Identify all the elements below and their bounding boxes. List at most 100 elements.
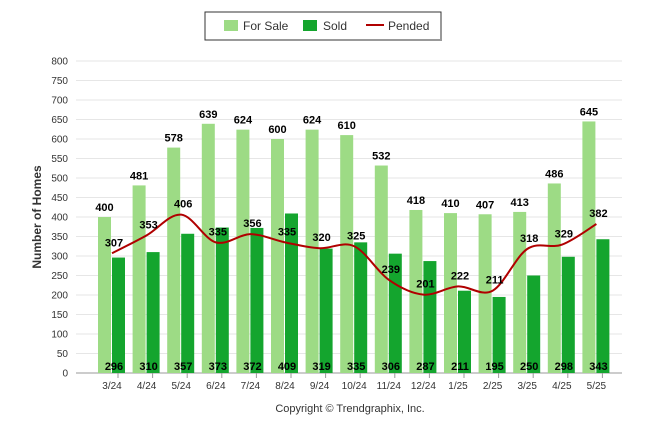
bar-sold	[596, 239, 610, 373]
for-sale-value-label: 645	[580, 106, 598, 118]
bar-for-sale	[547, 183, 561, 373]
y-tick-label: 450	[51, 193, 68, 204]
for-sale-value-label: 481	[130, 170, 148, 182]
y-tick-label: 650	[51, 115, 68, 126]
for-sale-value-label: 639	[199, 109, 217, 121]
legend-label-sold: Sold	[323, 19, 347, 33]
x-tick-label: 5/25	[587, 381, 607, 392]
x-tick-label: 10/24	[342, 381, 367, 392]
bar-sold	[492, 296, 506, 373]
bar-sold	[250, 227, 264, 373]
bar-sold	[423, 261, 437, 373]
bar-for-sale	[201, 123, 215, 373]
x-tick-label: 9/24	[310, 381, 330, 392]
for-sale-value-label: 624	[303, 115, 322, 127]
y-tick-label: 600	[51, 135, 68, 146]
y-tick-label: 100	[51, 330, 68, 341]
y-tick-label: 300	[51, 252, 68, 263]
bar-sold	[319, 248, 333, 373]
legend-swatch-sold	[303, 20, 317, 31]
y-tick-label: 200	[51, 291, 68, 302]
pended-value-label: 211	[486, 275, 504, 287]
sold-value-label: 296	[105, 361, 123, 373]
sold-value-label: 211	[451, 361, 469, 373]
bar-for-sale	[305, 129, 319, 373]
pended-value-label: 353	[139, 219, 157, 231]
x-tick-label: 11/24	[377, 381, 402, 392]
bar-for-sale	[478, 214, 492, 373]
legend-label-pended: Pended	[388, 19, 429, 33]
pended-value-label: 222	[451, 270, 469, 282]
bar-for-sale	[582, 121, 596, 373]
sold-value-label: 195	[485, 361, 503, 373]
bar-for-sale	[409, 209, 423, 373]
x-tick-label: 12/24	[411, 381, 436, 392]
sold-value-label: 306	[382, 361, 400, 373]
x-tick-label: 6/24	[206, 381, 226, 392]
pended-value-label: 356	[243, 218, 261, 230]
x-tick-label: 4/25	[552, 381, 572, 392]
y-tick-label: 250	[51, 271, 68, 282]
bar-sold	[112, 257, 125, 373]
pended-line	[111, 213, 597, 296]
sold-value-label: 310	[139, 361, 157, 373]
pended-value-label: 201	[416, 279, 434, 291]
x-tick-label: 2/25	[483, 381, 503, 392]
pended-value-label: 335	[209, 226, 227, 238]
x-tick-label: 8/24	[275, 381, 295, 392]
for-sale-value-label: 600	[268, 124, 286, 136]
bars	[98, 121, 610, 373]
y-tick-label: 800	[51, 57, 68, 68]
bar-sold	[181, 233, 195, 373]
pended-value-label: 329	[555, 229, 573, 241]
for-sale-value-label: 418	[407, 195, 425, 207]
sold-value-label: 319	[312, 361, 330, 373]
pended-value-label: 307	[105, 237, 123, 249]
bar-sold	[561, 256, 575, 373]
for-sale-value-label: 532	[372, 151, 390, 163]
x-tick-label: 3/25	[517, 381, 537, 392]
pended-value-label: 320	[312, 232, 330, 244]
bar-for-sale	[271, 139, 284, 373]
sold-value-label: 298	[555, 361, 573, 373]
bar-sold	[146, 252, 160, 373]
bar-for-sale	[167, 147, 181, 373]
for-sale-value-label: 410	[441, 198, 459, 210]
y-axis: 0 50 100 150 200 250 300 350 400 450 500 550 600 650 7…	[51, 57, 68, 380]
pended-line-group	[111, 213, 597, 296]
x-tick-label: 7/24	[241, 381, 261, 392]
pended-value-label: 318	[520, 233, 538, 245]
y-tick-label: 350	[51, 232, 68, 243]
bar-for-sale	[236, 129, 250, 373]
sold-value-label: 250	[520, 361, 538, 373]
bar-for-sale	[98, 217, 111, 373]
sold-value-label: 357	[174, 361, 192, 373]
bar-sold	[215, 227, 229, 373]
x-tick-label: 3/24	[102, 381, 122, 392]
sold-value-label: 372	[243, 361, 261, 373]
sold-value-label: 409	[278, 361, 296, 373]
for-sale-value-label: 400	[95, 202, 113, 214]
copyright-text: Copyright © Trendgraphix, Inc.	[275, 403, 424, 415]
for-sale-value-label: 610	[338, 120, 356, 132]
bar-sold	[285, 213, 298, 373]
bar-for-sale	[340, 135, 354, 373]
bar-for-sale	[444, 213, 457, 373]
y-tick-label: 50	[57, 349, 69, 360]
value-labels: 400 481 578 639 624 600 624 610 532 418 410 407 413 4…	[95, 106, 607, 373]
sold-value-label: 343	[589, 361, 607, 373]
legend-swatch-for-sale	[224, 20, 238, 31]
y-tick-label: 400	[51, 213, 68, 224]
pended-value-label: 239	[382, 264, 400, 276]
y-axis-title: Number of Homes	[30, 165, 44, 269]
legend: For Sale Sold Pended	[204, 11, 442, 41]
x-tick-label: 1/25	[448, 381, 468, 392]
x-tick-label: 4/24	[137, 381, 157, 392]
x-tick-label: 5/24	[171, 381, 191, 392]
bar-sold	[354, 242, 368, 373]
y-tick-label: 700	[51, 96, 68, 107]
sold-value-label: 287	[416, 361, 434, 373]
sold-value-label: 373	[209, 361, 227, 373]
pended-value-label: 325	[347, 230, 365, 242]
